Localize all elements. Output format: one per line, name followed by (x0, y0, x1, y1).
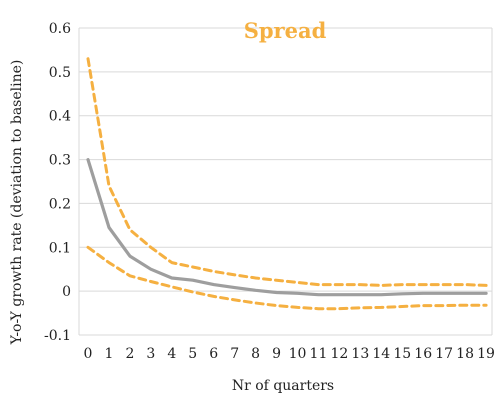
y-tick-label: 0.5 (49, 65, 71, 81)
lower-bound-line (86, 245, 488, 311)
y-tick-label: 0.3 (49, 153, 71, 169)
chart-title: Spread (244, 18, 327, 43)
x-tick-label: 10 (289, 346, 307, 362)
central-estimate-line (86, 158, 488, 297)
x-tick-label: 1 (104, 346, 113, 362)
upper-bound-line (86, 57, 488, 287)
y-tick-label: 0.2 (49, 196, 71, 212)
grid-lines (78, 27, 493, 336)
y-tick-label: -0.1 (44, 328, 71, 344)
x-tick-label: 6 (209, 346, 218, 362)
y-tick-label: 0.6 (49, 21, 71, 37)
y-tick-label: 0.1 (49, 240, 71, 256)
y-tick-label: 0 (62, 284, 71, 300)
x-tick-label: 2 (125, 346, 134, 362)
x-tick-label: 0 (84, 346, 93, 362)
x-tick-label: 15 (393, 346, 411, 362)
x-tick-label: 3 (146, 346, 155, 362)
x-tick-label: 17 (435, 346, 453, 362)
x-axis-title: Nr of quarters (232, 378, 334, 394)
x-tick-label: 8 (251, 346, 260, 362)
x-tick-label: 5 (188, 346, 197, 362)
series-lines (86, 57, 488, 311)
x-tick-label: 12 (330, 346, 348, 362)
y-tick-label: 0.4 (49, 109, 71, 125)
x-tick-label: 16 (414, 346, 432, 362)
x-tick-label: 9 (272, 346, 281, 362)
y-axis-title: Y-o-Y growth rate (deviation to baseline… (9, 60, 25, 346)
x-tick-label: 11 (310, 346, 328, 362)
y-tick-labels: 0.6 0.5 0.4 0.3 0.2 0.1 0 -0.1 (44, 21, 71, 344)
x-tick-label: 4 (167, 346, 176, 362)
x-tick-label: 14 (372, 346, 390, 362)
x-tick-label: 7 (230, 346, 239, 362)
x-tick-label: 18 (456, 346, 474, 362)
x-tick-labels: 0 1 2 3 4 5 6 7 8 9 10 11 12 13 14 15 16 17 18 19 (84, 346, 495, 362)
x-tick-label: 19 (477, 346, 495, 362)
x-tick-label: 13 (351, 346, 369, 362)
